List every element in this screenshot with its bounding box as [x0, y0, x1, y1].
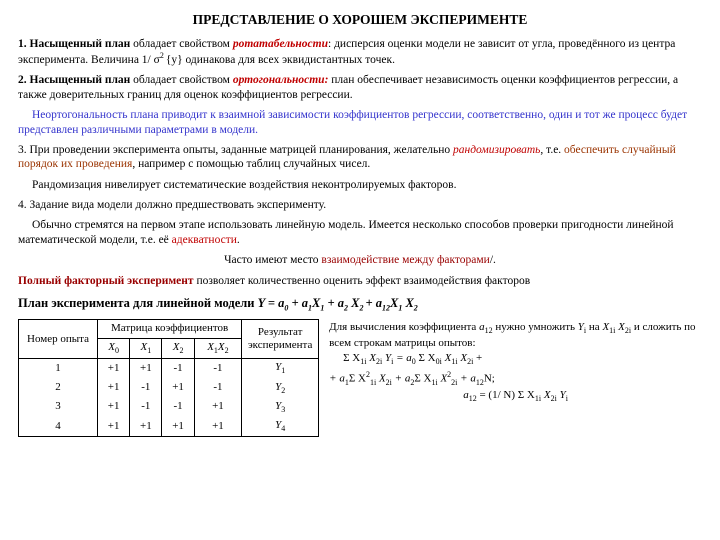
formula-column: Для вычисления коэффициента a12 нужно ум…	[329, 319, 702, 406]
col-header-result: Результат эксперимента	[242, 320, 319, 359]
formula-result: a12 = (1/ N) Σ X1i X2i Yi	[329, 389, 702, 404]
table-row: 3 +1 -1 -1 +1 Y3	[19, 398, 319, 417]
formula-line-1: Σ X1i X2i Yi = a0 Σ X0i X1i X2i +	[329, 352, 702, 367]
paragraph-6: 4. Задание вида модели должно предшество…	[18, 198, 702, 212]
paragraph-7: Обычно стремятся на первом этапе использ…	[18, 218, 702, 247]
plan-table: Номер опыта Матрица коэффициентов Резуль…	[18, 319, 319, 437]
paragraph-8: Часто имеют место взаимодействие между ф…	[18, 253, 702, 267]
paragraph-9: Полный факторный эксперимент позволяет к…	[18, 274, 702, 288]
term-rotatability: ротатабельности	[233, 38, 328, 50]
term-orthogonality: ортогональности:	[233, 74, 329, 86]
page-title: ПРЕДСТАВЛЕНИЕ О ХОРОШЕМ ЭКСПЕРИМЕНТЕ	[18, 12, 702, 29]
col-x0: X0	[98, 339, 130, 359]
paragraph-4: 3. При проведении эксперимента опыты, за…	[18, 143, 702, 172]
p1-lead: 1. Насыщенный план	[18, 38, 130, 50]
col-header-matrix: Матрица коэффициентов	[98, 320, 242, 339]
term-adequacy: адекватности	[172, 234, 237, 246]
col-x1x2: X1X2	[194, 339, 241, 359]
col-x1: X1	[130, 339, 162, 359]
paragraph-5: Рандомизация нивелирует систематические …	[18, 178, 702, 192]
paragraph-1: 1. Насыщенный план обладает свойством ро…	[18, 37, 702, 68]
paragraph-3: Неортогональность плана приводит к взаим…	[18, 108, 702, 137]
plan-title: План эксперимента для линейной модели Y …	[18, 296, 702, 314]
table-row: 2 +1 -1 +1 -1 Y2	[19, 379, 319, 398]
bottom-layout: Номер опыта Матрица коэффициентов Резуль…	[18, 319, 702, 437]
formula-line-2: + a1Σ X21i X2i + a2Σ X1i X22i + a12N;	[329, 370, 702, 388]
term-full-factorial: Полный факторный эксперимент	[18, 275, 194, 287]
term-interaction: взаимодействие между факторами	[321, 254, 489, 266]
col-header-num: Номер опыта	[19, 320, 98, 359]
table-row: Номер опыта Матрица коэффициентов Резуль…	[19, 320, 319, 339]
term-randomize: рандомизировать	[453, 144, 540, 156]
table-row: 1 +1 +1 -1 -1 Y1	[19, 359, 319, 379]
formula-text: Для вычисления коэффициента a12 нужно ум…	[329, 321, 702, 350]
paragraph-2: 2. Насыщенный план обладает свойством ор…	[18, 73, 702, 102]
table-row: 4 +1 +1 +1 +1 Y4	[19, 417, 319, 437]
col-x2: X2	[162, 339, 194, 359]
